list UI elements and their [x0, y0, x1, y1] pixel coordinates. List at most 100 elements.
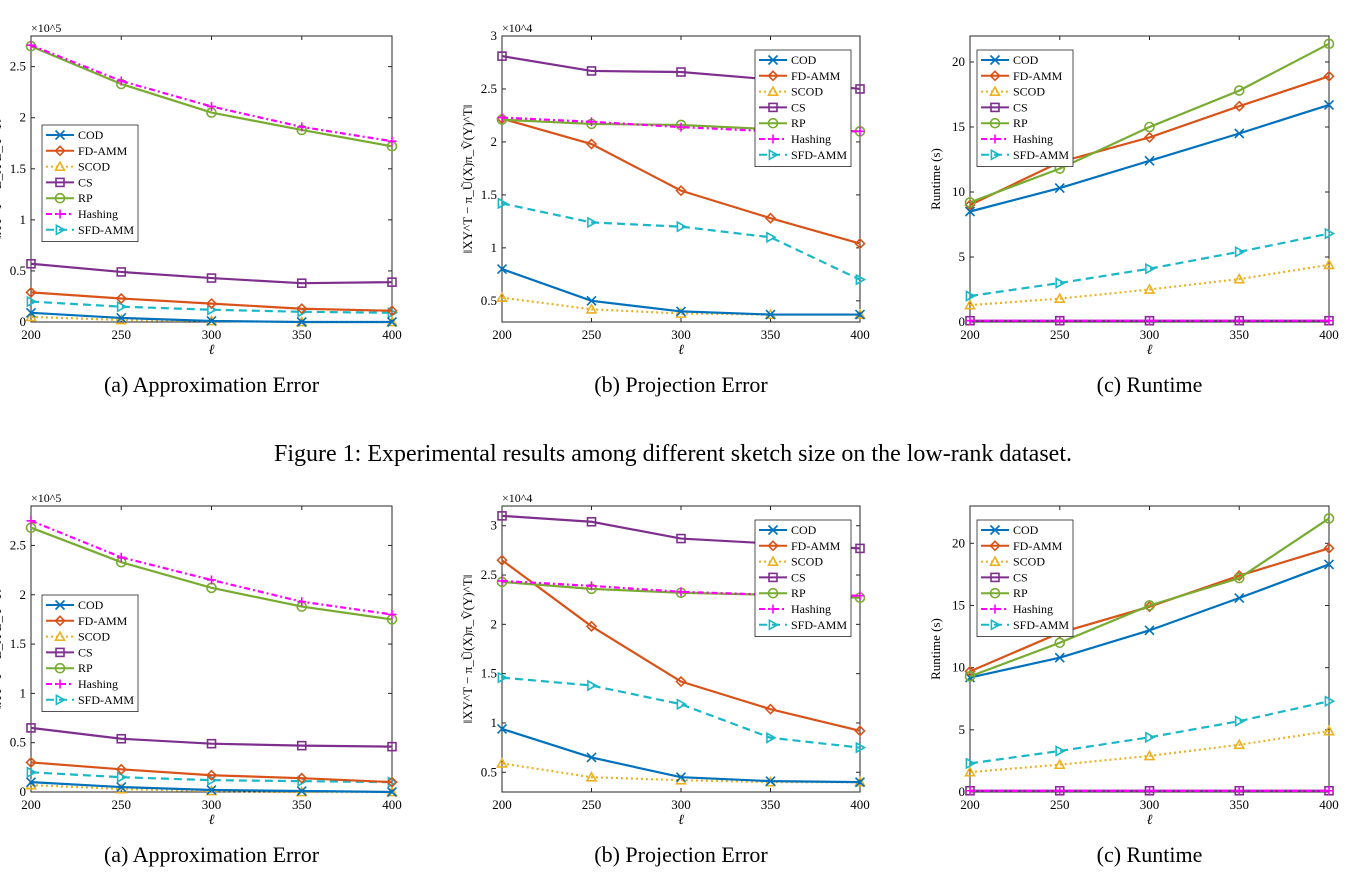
- data-point-sfd-amm: [1145, 262, 1156, 275]
- data-point-hashing: [297, 597, 307, 607]
- legend-label: SFD-AMM: [78, 223, 134, 237]
- series-line-sfd-amm: [30, 300, 393, 314]
- data-point-hashing: [207, 101, 216, 111]
- series-line-fd-amm: [30, 291, 393, 312]
- data-point-cod: [1234, 592, 1245, 604]
- data-point-cod: [25, 307, 37, 318]
- x-axis-label: ℓ: [678, 813, 684, 828]
- y-axis-label: Runtime (s): [928, 148, 943, 210]
- data-point-rp: [964, 197, 976, 208]
- subplot-caption: (a) Approximation Error: [104, 842, 320, 867]
- series-line-sfd-amm: [501, 202, 861, 281]
- data-point-cod: [964, 206, 976, 217]
- data-point-fd-amm: [1323, 542, 1335, 554]
- data-point-hashing: [497, 113, 507, 123]
- legend-marker-rp: [767, 117, 779, 129]
- y-tick-label: 0: [20, 314, 27, 329]
- data-point-scod: [1323, 258, 1335, 270]
- legend-label: SFD-AMM: [791, 618, 847, 632]
- x-tick-label: 400: [1319, 327, 1339, 342]
- data-point-cod: [1144, 625, 1155, 636]
- legend-marker-cs: [768, 572, 778, 583]
- x-tick-label: 350: [292, 797, 312, 812]
- legend-marker-sfd-amm: [768, 618, 780, 631]
- data-point-rp: [1144, 121, 1155, 133]
- legend-marker-rp: [989, 587, 1001, 599]
- x-tick-label: 300: [1140, 797, 1160, 812]
- data-point-hashing: [1145, 316, 1154, 326]
- y-tick-label: 0: [959, 314, 966, 329]
- data-point-cod: [1234, 128, 1245, 139]
- data-point-sfd-amm: [1324, 227, 1336, 240]
- series-line-scod: [501, 296, 860, 316]
- legend-label: SCOD: [1013, 85, 1045, 99]
- data-point-sfd-amm: [1234, 715, 1246, 727]
- data-point-cod: [675, 306, 687, 317]
- data-point-cs: [206, 273, 217, 283]
- data-point-cod: [586, 752, 597, 763]
- legend-label: CS: [78, 645, 93, 659]
- data-point-cod: [206, 315, 217, 327]
- chart-panel-6: 200 250 300 350 400 0 5 10 15 20 ℓ Runtime (s) (c) R…: [928, 505, 1339, 867]
- data-point-cod: [25, 777, 37, 788]
- series-hashing: [965, 786, 1334, 796]
- x-tick-label: 250: [1050, 797, 1070, 812]
- data-point-cs: [497, 51, 507, 61]
- y-tick-label: 5: [959, 249, 966, 264]
- series-line-sfd-amm: [501, 676, 861, 749]
- series-line-rp: [969, 517, 1330, 678]
- data-point-cod: [586, 295, 597, 306]
- legend-label: FD-AMM: [1013, 539, 1063, 553]
- legend-marker-rp: [54, 662, 66, 674]
- axis-exponent: ×10^5: [31, 21, 61, 35]
- data-point-fd-amm: [205, 769, 218, 781]
- x-tick-label: 250: [1050, 327, 1070, 342]
- data-point-cod: [296, 316, 307, 328]
- x-tick-label: 200: [492, 797, 512, 812]
- legend-marker-fd-amm: [54, 145, 66, 157]
- y-tick-label: 2.5: [481, 567, 497, 582]
- data-point-sfd-amm: [26, 766, 38, 779]
- y-tick-label: 2: [20, 110, 27, 125]
- x-tick-label: 350: [1230, 327, 1250, 342]
- data-point-fd-amm: [25, 286, 37, 299]
- chart-panel-1: 200 250 300 350 400 0 0.5 1 1.5 2 2.5 ×10^5 ℓ ‖XY^T −…: [0, 21, 402, 397]
- data-point-hashing: [26, 516, 36, 526]
- data-point-fd-amm: [854, 237, 866, 250]
- y-tick-label: 0.5: [481, 764, 497, 779]
- data-point-cs: [676, 533, 686, 544]
- legend-label: SCOD: [791, 555, 823, 569]
- legend-label: SFD-AMM: [791, 148, 847, 162]
- subplot-caption: (c) Runtime: [1097, 842, 1203, 867]
- data-point-scod: [964, 298, 976, 310]
- legend-label: RP: [791, 586, 806, 600]
- data-point-hashing: [965, 316, 975, 326]
- legend-label: FD-AMM: [78, 614, 128, 628]
- series-line-cs: [30, 262, 393, 285]
- data-point-hashing: [676, 587, 686, 597]
- legend-marker-rp: [989, 117, 1001, 129]
- series-sfd-amm: [26, 766, 399, 788]
- y-axis-label: Runtime (s): [928, 618, 943, 680]
- data-point-fd-amm: [296, 772, 308, 784]
- data-point-fd-amm: [675, 185, 687, 197]
- figure-1-caption: Figure 1: Experimental results among dif…: [274, 441, 1072, 467]
- legend-label: COD: [1013, 523, 1039, 537]
- series-rp: [964, 38, 1335, 208]
- data-point-cod: [854, 777, 866, 788]
- legend-label: SFD-AMM: [1013, 148, 1069, 162]
- y-tick-label: 15: [952, 119, 965, 134]
- series-line-hashing: [30, 44, 393, 143]
- data-point-sfd-amm: [116, 771, 128, 784]
- x-tick-label: 250: [582, 327, 602, 342]
- data-point-sfd-amm: [1145, 731, 1156, 744]
- legend-label: SFD-AMM: [78, 693, 134, 707]
- chart-panel-3: 200 250 300 350 400 0 5 10 15 20 ℓ Runtime (s) (c) R…: [928, 35, 1339, 397]
- data-point-fd-amm: [296, 303, 308, 315]
- series-line-scod: [501, 762, 860, 784]
- legend-marker-cs: [55, 647, 65, 658]
- data-point-hashing: [497, 576, 507, 586]
- chart-panel-4: 200 250 300 350 400 0 0.5 1 1.5 2 2.5 ×10^5 ℓ ‖XY^T −…: [0, 491, 402, 867]
